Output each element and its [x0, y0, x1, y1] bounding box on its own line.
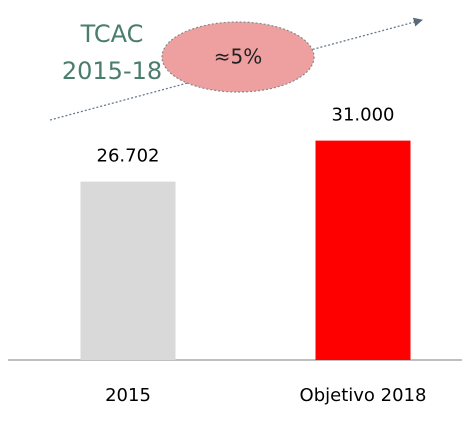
x-tick-label: 2015 — [105, 385, 151, 406]
cagr-bubble — [161, 21, 315, 93]
value-label: 31.000 — [332, 105, 395, 126]
annotation: ≈5% — [214, 45, 263, 69]
annotation: 2015-18 — [62, 57, 162, 85]
bar — [80, 181, 176, 360]
bar — [315, 140, 411, 360]
value-label: 26.702 — [97, 146, 160, 167]
annotation: TCAC — [80, 20, 144, 48]
x-tick-label: Objetivo 2018 — [300, 385, 427, 406]
